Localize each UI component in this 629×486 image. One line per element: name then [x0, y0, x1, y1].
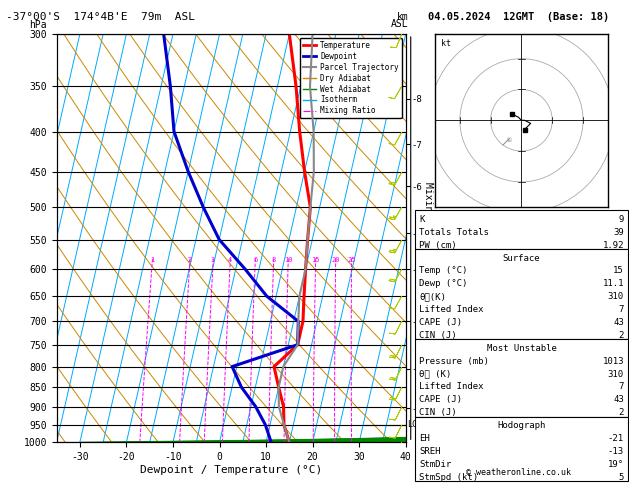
Text: 15: 15 [613, 266, 624, 276]
Text: CAPE (J): CAPE (J) [419, 318, 462, 327]
Text: kt: kt [442, 39, 452, 48]
Text: 11.1: 11.1 [603, 279, 624, 288]
Text: 2: 2 [618, 408, 624, 417]
Text: 43: 43 [613, 318, 624, 327]
Text: © weatheronline.co.uk: © weatheronline.co.uk [467, 468, 571, 477]
Text: CIN (J): CIN (J) [419, 331, 457, 340]
Text: 9: 9 [618, 215, 624, 224]
Text: hPa: hPa [29, 20, 47, 30]
Text: -21: -21 [608, 434, 624, 443]
Text: K: K [419, 215, 425, 224]
Text: 310: 310 [608, 292, 624, 301]
Text: Pressure (mb): Pressure (mb) [419, 357, 489, 365]
Text: 1: 1 [150, 258, 154, 263]
Text: 1.92: 1.92 [603, 241, 624, 250]
Text: EH: EH [419, 434, 430, 443]
Text: 310: 310 [608, 369, 624, 379]
Y-axis label: Mixing Ratio (g/kg): Mixing Ratio (g/kg) [423, 182, 433, 294]
Text: Lifted Index: Lifted Index [419, 305, 484, 314]
Text: 5: 5 [618, 472, 624, 482]
Text: Surface: Surface [503, 254, 540, 262]
Text: Totals Totals: Totals Totals [419, 228, 489, 237]
Text: 43: 43 [613, 395, 624, 404]
Text: 15: 15 [311, 258, 320, 263]
Text: 8: 8 [271, 258, 276, 263]
Text: θᴁ (K): θᴁ (K) [419, 369, 451, 379]
Text: Hodograph: Hodograph [498, 421, 545, 430]
Text: PW (cm): PW (cm) [419, 241, 457, 250]
Text: ASL: ASL [391, 19, 409, 30]
Text: 25: 25 [347, 258, 356, 263]
Text: SREH: SREH [419, 447, 440, 456]
Text: CAPE (J): CAPE (J) [419, 395, 462, 404]
X-axis label: Dewpoint / Temperature (°C): Dewpoint / Temperature (°C) [140, 465, 322, 475]
Text: 19°: 19° [608, 460, 624, 469]
Text: Most Unstable: Most Unstable [486, 344, 557, 353]
Text: $\circledS$: $\circledS$ [506, 135, 513, 144]
Text: 20: 20 [331, 258, 340, 263]
Text: CIN (J): CIN (J) [419, 408, 457, 417]
Text: 2: 2 [618, 331, 624, 340]
Text: 39: 39 [613, 228, 624, 237]
Text: Dewp (°C): Dewp (°C) [419, 279, 467, 288]
Text: 4: 4 [228, 258, 232, 263]
Text: 6: 6 [253, 258, 257, 263]
Text: 1013: 1013 [603, 357, 624, 365]
Text: 04.05.2024  12GMT  (Base: 18): 04.05.2024 12GMT (Base: 18) [428, 12, 610, 22]
Text: LCL: LCL [408, 420, 423, 429]
Legend: Temperature, Dewpoint, Parcel Trajectory, Dry Adiabat, Wet Adiabat, Isotherm, Mi: Temperature, Dewpoint, Parcel Trajectory… [299, 38, 402, 119]
Text: Temp (°C): Temp (°C) [419, 266, 467, 276]
Text: 3: 3 [211, 258, 215, 263]
Text: 2: 2 [187, 258, 192, 263]
Text: StmSpd (kt): StmSpd (kt) [419, 472, 478, 482]
Text: -13: -13 [608, 447, 624, 456]
Text: θᴁ(K): θᴁ(K) [419, 292, 446, 301]
Text: Lifted Index: Lifted Index [419, 382, 484, 391]
Text: km: km [397, 12, 409, 22]
Text: 10: 10 [284, 258, 292, 263]
Text: StmDir: StmDir [419, 460, 451, 469]
Text: 7: 7 [618, 382, 624, 391]
Text: 7: 7 [618, 305, 624, 314]
Text: -37°00'S  174°4B'E  79m  ASL: -37°00'S 174°4B'E 79m ASL [6, 12, 195, 22]
